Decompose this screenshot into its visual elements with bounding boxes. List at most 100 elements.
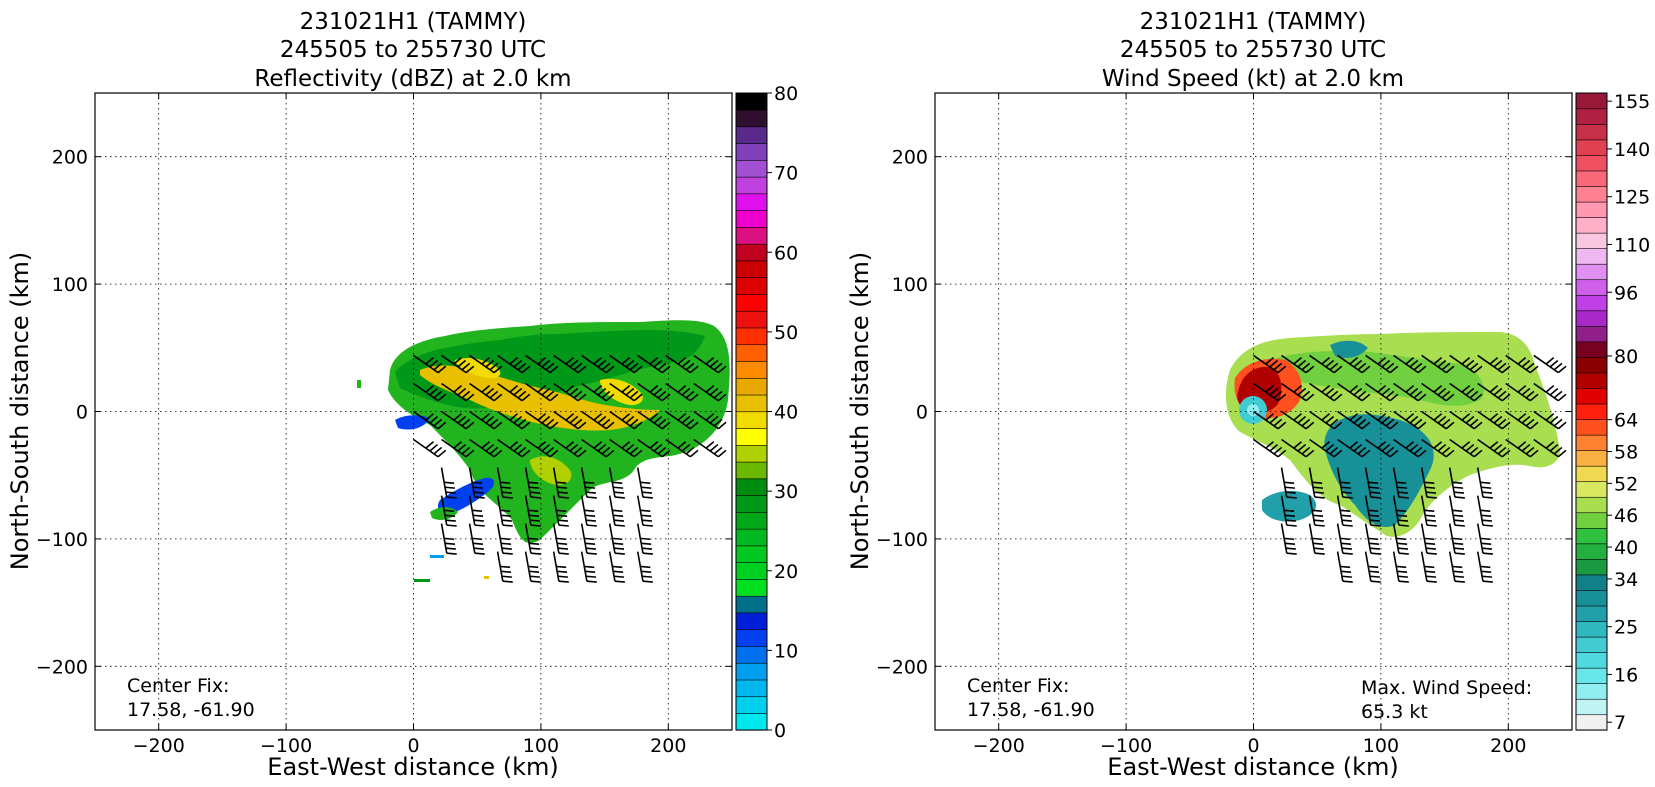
colorbar-swatch — [1575, 232, 1608, 249]
wind-barb — [637, 354, 671, 374]
colorbar-label: 16 — [1614, 664, 1638, 686]
x-tick-label: −100 — [1100, 735, 1152, 757]
wind-barb — [1533, 438, 1567, 458]
colorbar-swatch — [1575, 294, 1608, 312]
colorbar-swatch — [1575, 123, 1608, 141]
wind-barb — [1449, 382, 1483, 402]
wind-barb — [469, 410, 503, 430]
wind-barb — [1336, 495, 1353, 527]
y-tick-label: 200 — [52, 147, 88, 169]
wind-speed-colorbar: 7 16 25 34 40 46 52 58 64 80 96 110 125 140 155 — [1575, 91, 1650, 734]
wind-barb — [524, 495, 541, 527]
colorbar-label: 30 — [774, 481, 798, 503]
wind-barb — [1392, 495, 1409, 527]
colorbar-swatch — [735, 562, 768, 580]
wind-barb — [1449, 438, 1483, 458]
wind-barb — [413, 438, 447, 458]
wind-barb — [665, 410, 699, 430]
colorbar-label: 34 — [1614, 569, 1638, 591]
wind-barb — [468, 523, 485, 555]
wind-barb — [1477, 382, 1511, 402]
wind-barb — [1365, 354, 1399, 374]
colorbar-swatch — [735, 545, 768, 563]
wind-barb — [1253, 438, 1287, 458]
wind-barb — [1505, 410, 1539, 430]
x-tick-label: −200 — [973, 735, 1025, 757]
wind-barb — [496, 551, 513, 583]
wind-barb — [1281, 354, 1315, 374]
colorbar-swatch — [735, 528, 768, 547]
colorbar-swatch — [735, 310, 768, 329]
wind-barb — [1336, 551, 1353, 583]
colorbar-label: 110 — [1614, 234, 1650, 256]
colorbar-swatch — [1575, 387, 1608, 405]
wind-barb — [1364, 495, 1381, 527]
wind-barb — [413, 382, 447, 402]
colorbar-label: 40 — [774, 402, 798, 424]
colorbar-swatch — [735, 344, 768, 362]
wind-barb — [1393, 410, 1427, 430]
colorbar-swatch — [735, 595, 768, 614]
wind-barb — [1309, 438, 1343, 458]
colorbar-swatch — [1575, 185, 1608, 203]
wind-barb — [525, 382, 559, 402]
wind-barb — [553, 354, 587, 374]
colorbar-swatch — [1575, 698, 1608, 716]
wind-barb — [1505, 438, 1539, 458]
colorbar-swatch — [1575, 108, 1608, 125]
wind-barb — [1337, 438, 1371, 458]
wind-field-weak-southwest — [1262, 490, 1317, 522]
colorbar-swatch — [735, 461, 768, 480]
y-tick-label: 200 — [892, 147, 928, 169]
wind-barbs — [413, 354, 727, 583]
colorbar-label: 52 — [1614, 473, 1638, 495]
reflectivity-grid — [95, 93, 732, 730]
title-line-3: Wind Speed (kt) at 2.0 km — [1102, 66, 1404, 92]
wind-barb — [1336, 467, 1353, 499]
wind-barb — [468, 467, 485, 499]
colorbar-swatch — [735, 645, 768, 664]
wind-barb — [1448, 523, 1465, 555]
wind-barb — [1533, 354, 1567, 374]
wind-barb — [1392, 551, 1409, 583]
colorbar-label: 58 — [1614, 442, 1638, 464]
wind-barb — [665, 382, 699, 402]
y-tick-label: 0 — [916, 402, 928, 424]
colorbar-swatch — [1575, 154, 1608, 172]
y-tick-label: −100 — [876, 529, 928, 551]
wind-barb — [441, 438, 475, 458]
reflectivity-ticks: −200 −100 0 100 200 200 100 0 −100 −200 — [36, 93, 732, 757]
light-echo-2 — [437, 477, 495, 515]
colorbar-swatch — [735, 142, 768, 161]
colorbar-swatch — [1575, 589, 1608, 607]
colorbar-label: 155 — [1614, 91, 1650, 113]
colorbar-swatch — [1575, 170, 1608, 187]
colorbar-label: 60 — [774, 242, 798, 264]
wind-barb — [497, 354, 531, 374]
y-tick-label: 100 — [892, 274, 928, 296]
wind-barb — [1364, 467, 1381, 499]
center-fix-value: 17.58, -61.90 — [967, 699, 1095, 721]
colorbar-swatch — [1575, 636, 1608, 653]
wind-barb — [1476, 495, 1493, 527]
wind-barb — [525, 354, 559, 374]
wind-barb — [552, 551, 569, 583]
title-line-1: 231021H1 (TAMMY) — [300, 9, 527, 35]
wind-barb — [1476, 467, 1493, 499]
x-tick-label: 100 — [523, 735, 559, 757]
colorbar-swatch — [735, 679, 768, 698]
colorbar-swatch — [1575, 450, 1608, 467]
colorbar-swatch — [1575, 341, 1608, 358]
colorbar-swatch — [735, 712, 768, 731]
colorbar-label: 96 — [1614, 282, 1638, 304]
colorbar-swatch — [1575, 418, 1608, 436]
wind-barb — [1476, 551, 1493, 583]
colorbar-label: 80 — [774, 83, 798, 105]
wind-barb — [1309, 382, 1343, 402]
title-line-3: Reflectivity (dBZ) at 2.0 km — [254, 66, 571, 92]
x-tick-label: −200 — [133, 735, 185, 757]
colorbar-swatch — [735, 394, 768, 413]
reflectivity-field — [357, 320, 730, 583]
wind-barb — [1533, 410, 1567, 430]
colorbar-swatch — [735, 159, 768, 178]
